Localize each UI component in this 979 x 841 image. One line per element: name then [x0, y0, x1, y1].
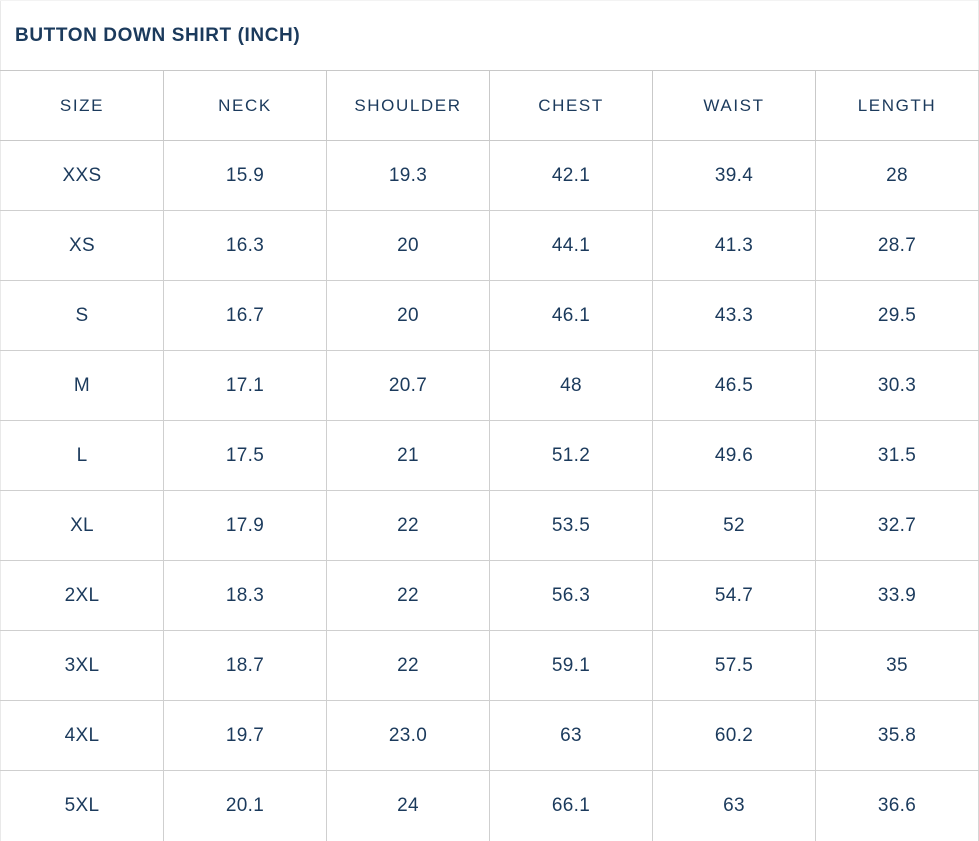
column-header-length: LENGTH	[815, 70, 979, 141]
cell-neck: 17.9	[163, 490, 327, 561]
cell-neck: 18.7	[163, 630, 327, 701]
cell-length: 35.8	[815, 700, 979, 771]
cell-shoulder: 21	[326, 420, 490, 491]
table-row: 2XL 18.3 22 56.3 54.7 33.9	[0, 560, 979, 631]
column-header-row: SIZE NECK SHOULDER CHEST WAIST LENGTH	[0, 70, 979, 141]
table-row: XS 16.3 20 44.1 41.3 28.7	[0, 210, 979, 281]
cell-length: 31.5	[815, 420, 979, 491]
cell-chest: 56.3	[489, 560, 653, 631]
cell-size: L	[0, 420, 164, 491]
cell-size: XS	[0, 210, 164, 281]
cell-neck: 17.1	[163, 350, 327, 421]
cell-chest: 59.1	[489, 630, 653, 701]
cell-size: 2XL	[0, 560, 164, 631]
column-header-chest: CHEST	[489, 70, 653, 141]
cell-chest: 51.2	[489, 420, 653, 491]
table-row: XL 17.9 22 53.5 52 32.7	[0, 490, 979, 561]
cell-size: 3XL	[0, 630, 164, 701]
cell-size: XXS	[0, 140, 164, 211]
cell-shoulder: 19.3	[326, 140, 490, 211]
cell-neck: 20.1	[163, 770, 327, 841]
cell-neck: 17.5	[163, 420, 327, 491]
cell-neck: 16.3	[163, 210, 327, 281]
table-row: XXS 15.9 19.3 42.1 39.4 28	[0, 140, 979, 211]
cell-chest: 46.1	[489, 280, 653, 351]
cell-waist: 57.5	[652, 630, 816, 701]
cell-length: 30.3	[815, 350, 979, 421]
cell-chest: 48	[489, 350, 653, 421]
cell-waist: 39.4	[652, 140, 816, 211]
table-row: 3XL 18.7 22 59.1 57.5 35	[0, 630, 979, 701]
table-header: BUTTON DOWN SHIRT (INCH) SIZE NECK SHOUL…	[0, 0, 979, 141]
column-header-shoulder: SHOULDER	[326, 70, 490, 141]
cell-waist: 49.6	[652, 420, 816, 491]
cell-shoulder: 20	[326, 210, 490, 281]
cell-shoulder: 23.0	[326, 700, 490, 771]
cell-length: 32.7	[815, 490, 979, 561]
cell-waist: 43.3	[652, 280, 816, 351]
cell-waist: 54.7	[652, 560, 816, 631]
cell-length: 33.9	[815, 560, 979, 631]
cell-length: 28.7	[815, 210, 979, 281]
cell-chest: 66.1	[489, 770, 653, 841]
cell-chest: 44.1	[489, 210, 653, 281]
cell-shoulder: 22	[326, 630, 490, 701]
cell-waist: 60.2	[652, 700, 816, 771]
cell-shoulder: 22	[326, 560, 490, 631]
cell-size: 4XL	[0, 700, 164, 771]
table-row: 4XL 19.7 23.0 63 60.2 35.8	[0, 700, 979, 771]
table-row: M 17.1 20.7 48 46.5 30.3	[0, 350, 979, 421]
title-row: BUTTON DOWN SHIRT (INCH)	[0, 0, 979, 71]
cell-waist: 52	[652, 490, 816, 561]
cell-shoulder: 24	[326, 770, 490, 841]
table-row: L 17.5 21 51.2 49.6 31.5	[0, 420, 979, 491]
cell-shoulder: 22	[326, 490, 490, 561]
cell-waist: 46.5	[652, 350, 816, 421]
table-body: XXS 15.9 19.3 42.1 39.4 28 XS 16.3 20 44…	[0, 140, 979, 841]
cell-neck: 18.3	[163, 560, 327, 631]
cell-size: M	[0, 350, 164, 421]
cell-size: S	[0, 280, 164, 351]
column-header-waist: WAIST	[652, 70, 816, 141]
table-row: 5XL 20.1 24 66.1 63 36.6	[0, 770, 979, 841]
column-header-neck: NECK	[163, 70, 327, 141]
cell-size: XL	[0, 490, 164, 561]
cell-chest: 42.1	[489, 140, 653, 211]
cell-shoulder: 20	[326, 280, 490, 351]
cell-shoulder: 20.7	[326, 350, 490, 421]
cell-length: 36.6	[815, 770, 979, 841]
cell-waist: 41.3	[652, 210, 816, 281]
cell-neck: 19.7	[163, 700, 327, 771]
cell-size: 5XL	[0, 770, 164, 841]
cell-length: 29.5	[815, 280, 979, 351]
page-title: BUTTON DOWN SHIRT (INCH)	[0, 0, 979, 71]
cell-chest: 53.5	[489, 490, 653, 561]
cell-length: 35	[815, 630, 979, 701]
table-row: S 16.7 20 46.1 43.3 29.5	[0, 280, 979, 351]
cell-neck: 15.9	[163, 140, 327, 211]
cell-chest: 63	[489, 700, 653, 771]
column-header-size: SIZE	[0, 70, 164, 141]
cell-neck: 16.7	[163, 280, 327, 351]
cell-waist: 63	[652, 770, 816, 841]
cell-length: 28	[815, 140, 979, 211]
